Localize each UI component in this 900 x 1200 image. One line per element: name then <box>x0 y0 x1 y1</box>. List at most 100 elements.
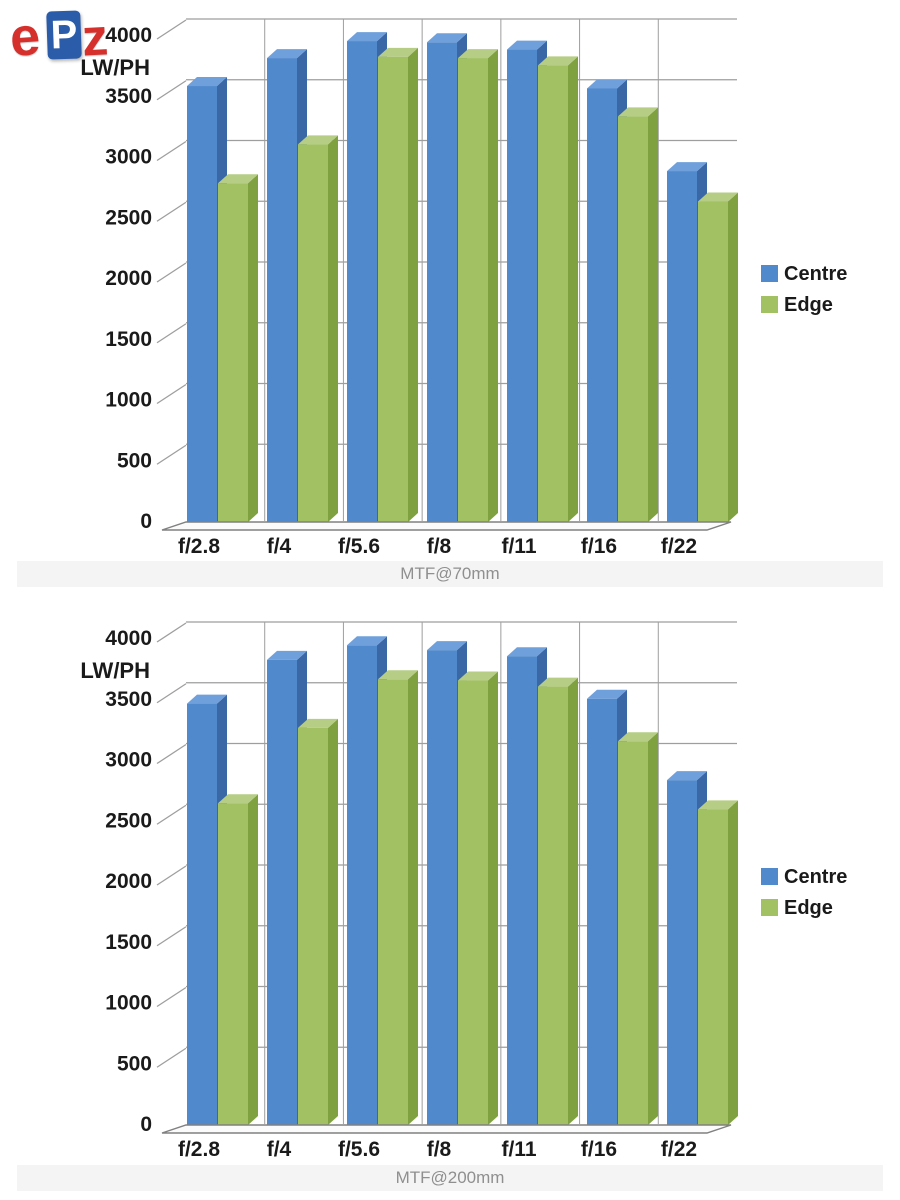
y-axis-tick-label: 1500 <box>105 931 152 954</box>
bar-edge-f/11-front <box>538 686 568 1125</box>
bar-edge-f/22-front <box>698 809 728 1125</box>
axis-tick-connector <box>156 865 187 886</box>
y-axis-tick-label: 3500 <box>105 85 152 108</box>
y-axis-tick-label: 1000 <box>105 992 152 1015</box>
chart-caption-200mm-text: MTF@200mm <box>395 1168 505 1187</box>
logo-letter-e: e <box>7 6 43 68</box>
bar-centre-f/5.6-front <box>347 645 377 1125</box>
bar-edge-f/4-front <box>298 144 328 522</box>
bar-edge-f/22-side <box>728 192 738 522</box>
bar-centre-f/16-top <box>587 79 627 89</box>
category-label: f/2.8 <box>178 1138 220 1161</box>
bar-edge-f/16-top <box>618 107 658 117</box>
y-axis-tick-label: 500 <box>117 1052 152 1075</box>
bar-centre-f/4-front <box>267 659 297 1125</box>
axis-tick-connector <box>156 140 187 162</box>
y-axis-tick-label: 1500 <box>105 328 152 351</box>
bar-centre-f/8-top <box>427 641 467 651</box>
bar-edge-f/11-front <box>538 65 568 522</box>
legend-label-centre: Centre <box>784 866 847 888</box>
bar-edge-f/2.8-side <box>248 174 258 523</box>
axis-tick-connector <box>156 323 187 344</box>
chart-floor <box>161 521 732 531</box>
logo-letter-p: P <box>46 10 82 60</box>
bar-centre-f/8-top <box>427 33 467 43</box>
axis-tick-connector <box>156 926 187 947</box>
bar-centre-f/2.8-top <box>187 77 227 87</box>
axis-tick-connector <box>156 201 187 222</box>
bar-edge-f/11-top <box>538 677 578 687</box>
bar-edge-f/4-top <box>298 135 338 145</box>
category-label: f/8 <box>427 535 452 558</box>
bar-edge-f/5.6-top <box>378 670 418 680</box>
bar-edge-f/11-side <box>568 677 578 1125</box>
legend-swatch-centre <box>761 265 778 282</box>
bar-edge-f/5.6-front <box>378 679 408 1125</box>
y-axis-tick-label: 500 <box>117 449 152 472</box>
y-axis-tick-label: 2500 <box>105 206 152 229</box>
bar-centre-f/5.6-top <box>347 636 387 646</box>
legend-label-edge: Edge <box>784 294 833 316</box>
bar-centre-f/22-front <box>667 171 697 522</box>
bar-edge-f/16-top <box>618 732 658 742</box>
bar-centre-f/16-front <box>587 88 617 523</box>
legend-swatch-edge <box>761 899 778 916</box>
legend-label-centre: Centre <box>784 263 847 285</box>
bar-centre-f/22-top <box>667 771 707 781</box>
mtf-70mm-chart: 0 500 1000 1500 2000 2500 3000 3500 4000 f/2.8 f/4… <box>80 18 847 558</box>
axis-tick-connector <box>156 262 187 283</box>
bar-edge-f/16-front <box>618 741 648 1125</box>
axis-tick-connector <box>156 1047 187 1068</box>
bar-edge-f/2.8-top <box>218 794 258 804</box>
bar-edge-f/11-top <box>538 56 578 66</box>
axis-tick-connector <box>156 986 187 1008</box>
bar-edge-f/8-front <box>458 58 488 523</box>
axis-tick-connector <box>156 622 187 643</box>
category-label: f/16 <box>581 1138 617 1161</box>
y-axis-tick-label: 4000 <box>105 627 152 650</box>
y-axis-tick-label: 2000 <box>105 870 152 893</box>
bar-edge-f/5.6-top <box>378 47 418 57</box>
bar-centre-f/16-top <box>587 689 627 699</box>
axis-tick-connector <box>156 683 187 704</box>
bar-edge-f/2.8-front <box>218 803 248 1125</box>
bar-edge-f/22-side <box>728 800 738 1125</box>
y-axis-tick-label: 3000 <box>105 749 152 772</box>
category-label: f/5.6 <box>338 535 380 558</box>
category-label: f/2.8 <box>178 535 220 558</box>
bar-edge-f/4-top <box>298 718 338 728</box>
bar-edge-f/8-top <box>458 49 498 59</box>
epz-logo[interactable]: e P z <box>7 6 114 68</box>
category-label: f/22 <box>661 1138 697 1161</box>
axis-tick-connector <box>156 19 187 40</box>
bar-edge-f/5.6-side <box>408 47 418 523</box>
bar-edge-f/8-side <box>488 49 498 523</box>
logo-letter-z: z <box>80 8 110 68</box>
legend-swatch-centre <box>761 868 778 885</box>
axis-tick-connector <box>156 743 187 765</box>
bar-edge-f/2.8-side <box>248 794 258 1125</box>
category-label: f/4 <box>267 535 292 558</box>
bar-centre-f/8-front <box>427 42 457 522</box>
bar-edge-f/2.8-top <box>218 174 258 184</box>
y-axis-tick-label: 2000 <box>105 267 152 290</box>
bar-centre-f/4-top <box>267 49 307 59</box>
bar-edge-f/5.6-side <box>408 670 418 1125</box>
axis-tick-connector <box>156 444 187 465</box>
y-axis-tick-label: 2500 <box>105 809 152 832</box>
chart-floor <box>161 1124 732 1134</box>
category-label: f/22 <box>661 535 697 558</box>
y-axis-tick-label: 3500 <box>105 688 152 711</box>
chart-caption-200mm: MTF@200mm <box>17 1165 883 1191</box>
bar-centre-f/2.8-front <box>187 703 217 1125</box>
legend-label-edge: Edge <box>784 897 833 919</box>
bar-centre-f/5.6-top <box>347 32 387 42</box>
bar-centre-f/22-top <box>667 162 707 172</box>
bar-edge-f/22-top <box>698 192 738 202</box>
bar-centre-f/22-front <box>667 780 697 1125</box>
chart-caption-70mm: MTF@70mm <box>17 561 883 587</box>
y-axis-tick-label: 1000 <box>105 389 152 412</box>
category-label: f/4 <box>267 1138 292 1161</box>
bar-edge-f/16-side <box>648 107 658 522</box>
axis-tick-connector <box>156 804 187 825</box>
